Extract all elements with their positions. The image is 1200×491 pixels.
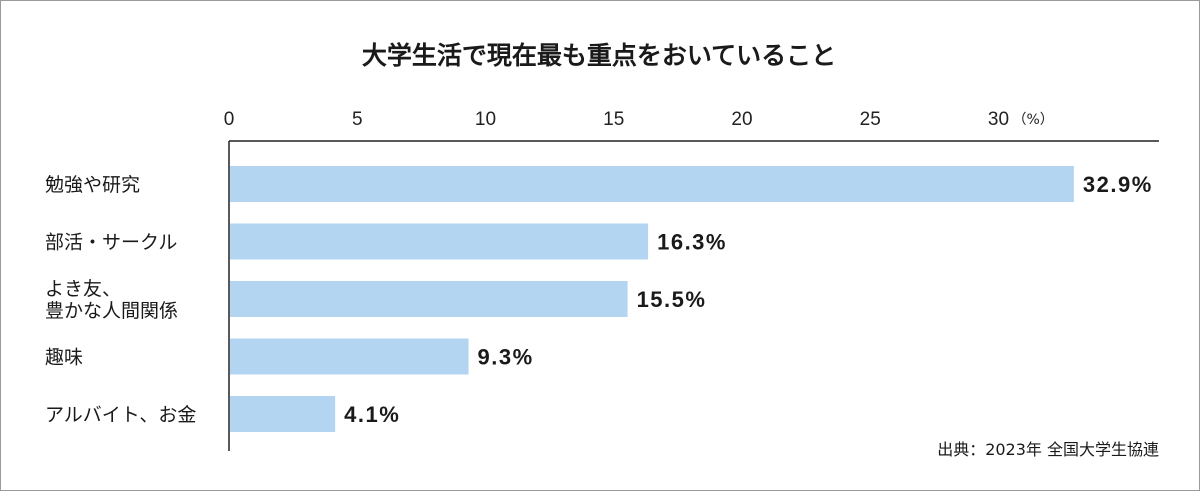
x-tick-label: 0	[224, 109, 235, 130]
category-label: 勉強や研究	[45, 174, 140, 196]
x-axis-ticks: 0 5 10 15 20 25 30 （%）	[224, 109, 1054, 130]
category-label: アルバイト、お金	[45, 404, 196, 426]
x-tick-label: 5	[352, 109, 363, 130]
bar	[230, 281, 628, 317]
bar	[230, 223, 649, 260]
x-tick-label: 20	[731, 109, 752, 130]
x-tick-label: 15	[603, 109, 624, 130]
source-note: 出典：2023年 全国大学生協連	[937, 440, 1159, 459]
bars	[230, 166, 1074, 432]
chart-title: 大学生活で現在最も重点をおいていること	[362, 41, 836, 70]
value-label: 15.5%	[637, 287, 707, 312]
value-label: 16.3%	[657, 230, 727, 255]
category-label: 豊かな人間関係	[45, 300, 178, 322]
category-label: 趣味	[45, 347, 83, 369]
value-label: 4.1%	[344, 402, 400, 427]
bar	[230, 338, 469, 375]
bar	[230, 396, 336, 432]
value-label: 32.9%	[1083, 172, 1153, 197]
x-tick-label: 30	[988, 109, 1009, 130]
x-axis-unit: （%）	[1013, 112, 1054, 128]
category-label: 部活・サークル	[45, 232, 177, 254]
x-tick-label: 10	[475, 109, 496, 130]
bar	[230, 166, 1074, 202]
category-label: よき友、	[45, 278, 121, 300]
x-tick-label: 25	[860, 109, 881, 130]
value-labels: 32.9% 16.3% 15.5% 9.3% 4.1%	[344, 172, 1153, 427]
value-label: 9.3%	[478, 345, 534, 370]
